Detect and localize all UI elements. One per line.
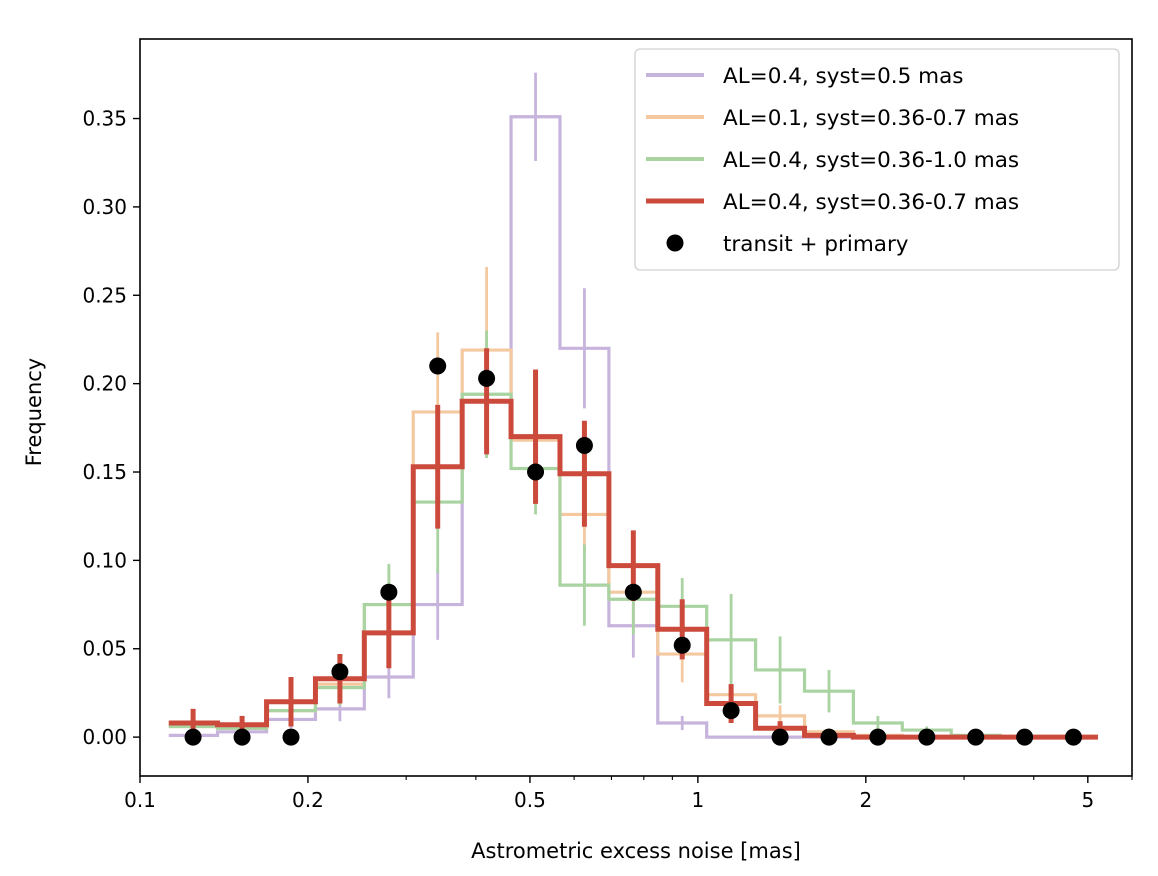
data-point [869,728,887,746]
legend-label-series-1: AL=0.4, syst=0.5 mas [723,64,963,89]
x-tick-label: 5 [1081,788,1094,812]
data-point [918,728,936,746]
legend-label-series-4: AL=0.4, syst=0.36-0.7 mas [723,190,1019,215]
legend-label-points: transit + primary [723,232,909,257]
legend-label-series-2: AL=0.1, syst=0.36-0.7 mas [723,106,1019,131]
data-point [233,728,251,746]
y-tick-label: 0.35 [82,107,127,131]
data-point [380,583,398,601]
data-point [771,728,789,746]
legend-label-series-3: AL=0.4, syst=0.36-1.0 mas [723,148,1019,173]
y-tick-label: 0.00 [82,725,127,749]
data-point [1016,728,1034,746]
data-point [967,728,985,746]
data-point [673,636,691,654]
x-tick-label: 0.1 [124,788,156,812]
y-axis: 0.00 0.05 0.10 0.15 0.20 0.25 0.30 0.35 [82,107,140,749]
x-tick-label: 0.2 [292,788,324,812]
data-point [331,663,349,681]
y-tick-label: 0.30 [82,195,127,219]
legend-box [634,48,1120,271]
x-axis: 0.1 0.2 0.5 1 2 5 [124,776,1133,812]
y-tick-label: 0.20 [82,372,127,396]
y-tick-label: 0.15 [82,460,127,484]
series-5 [184,357,1082,746]
data-point [527,463,545,481]
data-point [478,369,496,387]
data-point [429,357,447,375]
data-point [624,583,642,601]
data-point [820,728,838,746]
x-axis-label: Astrometric excess noise [mas] [471,839,801,863]
x-tick-label: 2 [859,788,872,812]
data-point [184,728,202,746]
x-tick-label: 0.5 [514,788,546,812]
data-point [282,728,300,746]
legend: AL=0.4, syst=0.5 mas AL=0.1, syst=0.36-0… [634,48,1120,271]
y-tick-label: 0.25 [82,283,127,307]
legend-marker-points [666,234,684,252]
data-point [722,702,740,720]
data-point [1065,728,1082,746]
series-2 [168,266,1098,739]
x-tick-label: 1 [692,788,705,812]
step-line [168,398,1098,740]
data-point [575,437,593,454]
y-tick-label: 0.10 [82,548,127,572]
series-layer [168,72,1098,746]
y-tick-label: 0.05 [82,637,127,661]
plot-frame [139,38,1133,777]
series-4 [168,348,1098,740]
y-axis-label: Frequency [22,358,46,467]
